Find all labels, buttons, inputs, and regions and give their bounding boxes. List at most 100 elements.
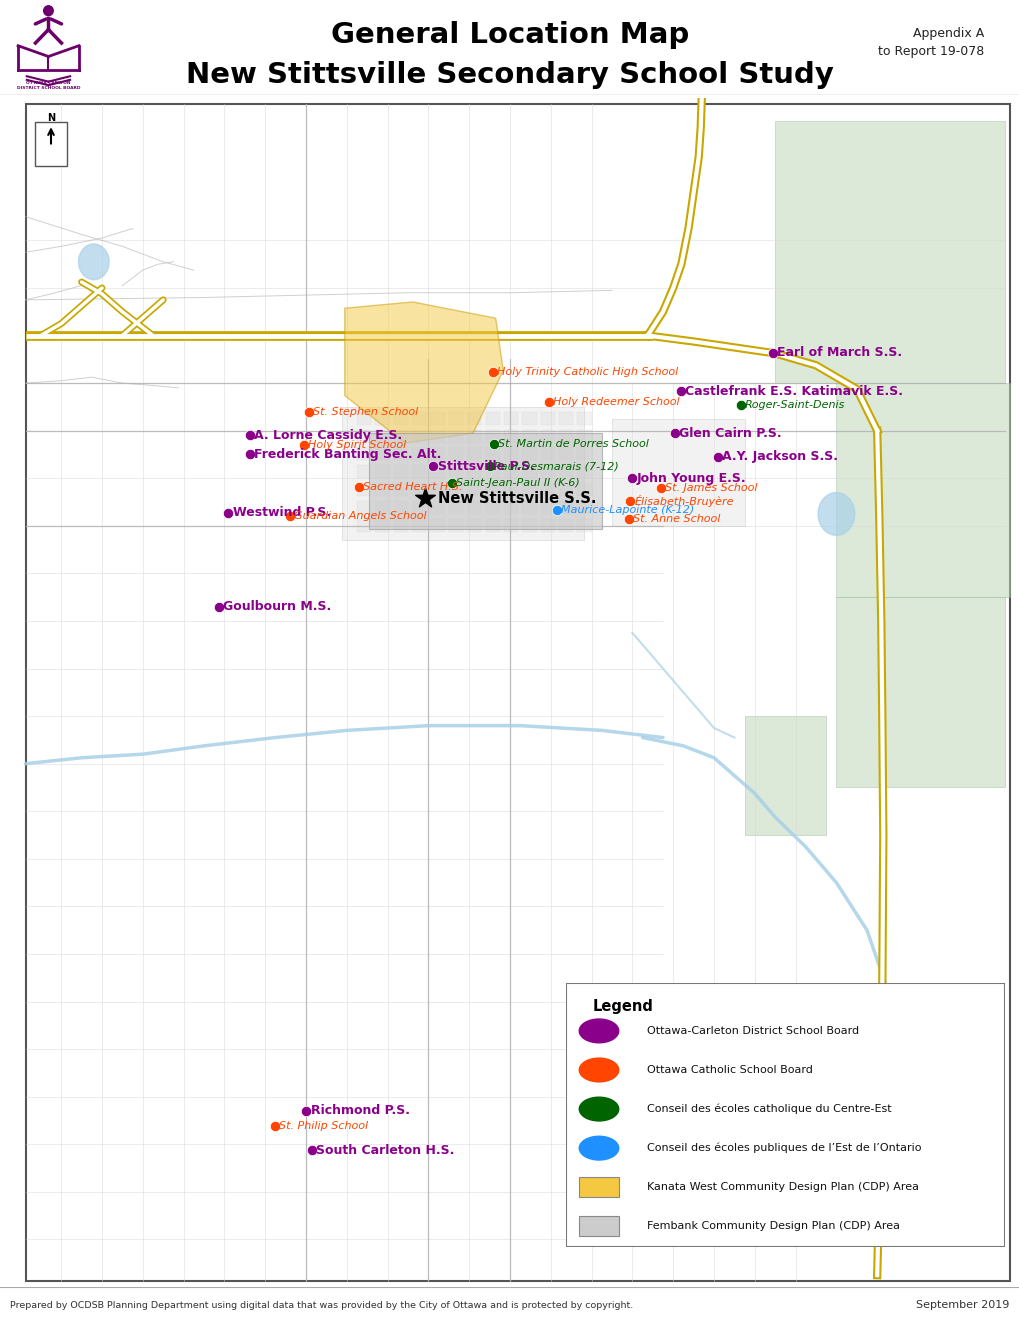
Bar	[522, 465, 536, 478]
Bar	[375, 447, 389, 461]
Text: South Carleton H.S.: South Carleton H.S.	[316, 1143, 454, 1156]
Bar	[375, 465, 389, 478]
Polygon shape	[344, 302, 502, 444]
Text: Ottawa-Carleton District School Board: Ottawa-Carleton District School Board	[647, 1026, 859, 1036]
Bar	[357, 519, 371, 532]
Bar	[558, 447, 573, 461]
Text: Appendix A
to Report 19-078: Appendix A to Report 19-078	[877, 26, 983, 58]
Bar	[540, 483, 554, 496]
Point	[425, 455, 441, 477]
Text: Conseil des écoles catholique du Centre-Est: Conseil des écoles catholique du Centre-…	[647, 1104, 891, 1114]
Text: A.Y. Jackson S.S.: A.Y. Jackson S.S.	[721, 450, 838, 463]
Bar	[412, 500, 426, 513]
Bar	[503, 447, 518, 461]
Bar	[522, 500, 536, 513]
Text: St. Stephen School: St. Stephen School	[313, 407, 418, 417]
Bar	[375, 412, 389, 425]
Bar	[375, 519, 389, 532]
Point	[621, 508, 637, 529]
Bar	[577, 483, 591, 496]
Bar	[467, 483, 481, 496]
Bar	[467, 465, 481, 478]
Bar	[393, 429, 408, 442]
Point	[417, 488, 433, 510]
Text: Guardian Angels School: Guardian Angels School	[293, 511, 426, 521]
Bar	[579, 1177, 619, 1197]
Bar	[558, 412, 573, 425]
Text: Glen Cairn P.S.: Glen Cairn P.S.	[679, 426, 782, 440]
Text: New Stittsville Secondary School Study: New Stittsville Secondary School Study	[185, 61, 834, 88]
Bar	[467, 412, 481, 425]
Bar	[485, 483, 499, 496]
Bar	[485, 519, 499, 532]
Point	[624, 467, 640, 488]
Bar	[357, 465, 371, 478]
Point	[652, 478, 668, 499]
Bar	[412, 429, 426, 442]
Bar	[577, 465, 591, 478]
Text: Kanata West Community Design Plan (CDP) Area: Kanata West Community Design Plan (CDP) …	[647, 1183, 918, 1192]
Text: Saint-Jean-Paul II (K-6): Saint-Jean-Paul II (K-6)	[455, 478, 579, 488]
Point	[540, 392, 556, 413]
Text: Fembank Community Design Plan (CDP) Area: Fembank Community Design Plan (CDP) Area	[647, 1221, 900, 1232]
Bar	[503, 412, 518, 425]
Bar	[448, 429, 463, 442]
Bar	[375, 500, 389, 513]
Text: OTTAWA CARLTON
DISTRICT SCHOOL BOARD: OTTAWA CARLTON DISTRICT SCHOOL BOARD	[16, 81, 81, 90]
Text: Legend: Legend	[592, 999, 652, 1014]
Circle shape	[78, 244, 109, 280]
Bar	[836, 383, 1009, 597]
Text: New Stittsville S.S.: New Stittsville S.S.	[437, 491, 595, 506]
Point	[351, 477, 367, 498]
Point	[484, 362, 500, 383]
Text: A. Lorne Cassidy E.S.: A. Lorne Cassidy E.S.	[254, 429, 401, 442]
Bar	[430, 519, 444, 532]
Bar	[357, 429, 371, 442]
Text: Richmond P.S.: Richmond P.S.	[311, 1105, 410, 1118]
Bar	[375, 429, 389, 442]
Point	[304, 1139, 320, 1160]
Text: St. Anne School: St. Anne School	[633, 513, 720, 524]
Bar	[393, 465, 408, 478]
Bar	[430, 429, 444, 442]
Bar	[485, 429, 499, 442]
Text: Sacred Heart H.S.: Sacred Heart H.S.	[363, 482, 462, 491]
Bar	[577, 500, 591, 513]
Point	[242, 425, 258, 446]
Bar	[357, 447, 371, 461]
Bar	[357, 412, 371, 425]
Bar	[35, 121, 67, 166]
Text: September 2019: September 2019	[915, 1300, 1009, 1311]
Bar	[522, 429, 536, 442]
Bar	[485, 447, 499, 461]
Text: Castlefrank E.S. Katimavik E.S.: Castlefrank E.S. Katimavik E.S.	[685, 385, 903, 397]
Text: Goulbourn M.S.: Goulbourn M.S.	[223, 601, 331, 614]
Bar	[522, 412, 536, 425]
Bar	[577, 519, 591, 532]
Bar	[540, 412, 554, 425]
Bar	[467, 447, 481, 461]
Bar	[558, 519, 573, 532]
Circle shape	[579, 1137, 619, 1160]
Bar	[774, 121, 1004, 383]
Text: Frederick Banting Sec. Alt.: Frederick Banting Sec. Alt.	[254, 447, 441, 461]
Bar	[430, 412, 444, 425]
Bar	[485, 465, 499, 478]
Point	[296, 434, 312, 455]
Bar	[375, 483, 389, 496]
Bar	[369, 433, 601, 529]
Point	[443, 473, 460, 494]
Text: Conseil des écoles publiques de l’Est de l’Ontario: Conseil des écoles publiques de l’Est de…	[647, 1143, 921, 1154]
Bar	[393, 500, 408, 513]
Bar	[503, 465, 518, 478]
Bar	[393, 412, 408, 425]
Circle shape	[579, 1059, 619, 1082]
Text: St. James School: St. James School	[664, 483, 757, 492]
Circle shape	[817, 492, 854, 536]
Bar	[448, 500, 463, 513]
Bar	[522, 447, 536, 461]
Text: St. Martin de Porres School: St. Martin de Porres School	[497, 438, 648, 449]
Text: Earl of March S.S.: Earl of March S.S.	[776, 346, 902, 359]
Bar	[558, 429, 573, 442]
Bar	[357, 500, 371, 513]
